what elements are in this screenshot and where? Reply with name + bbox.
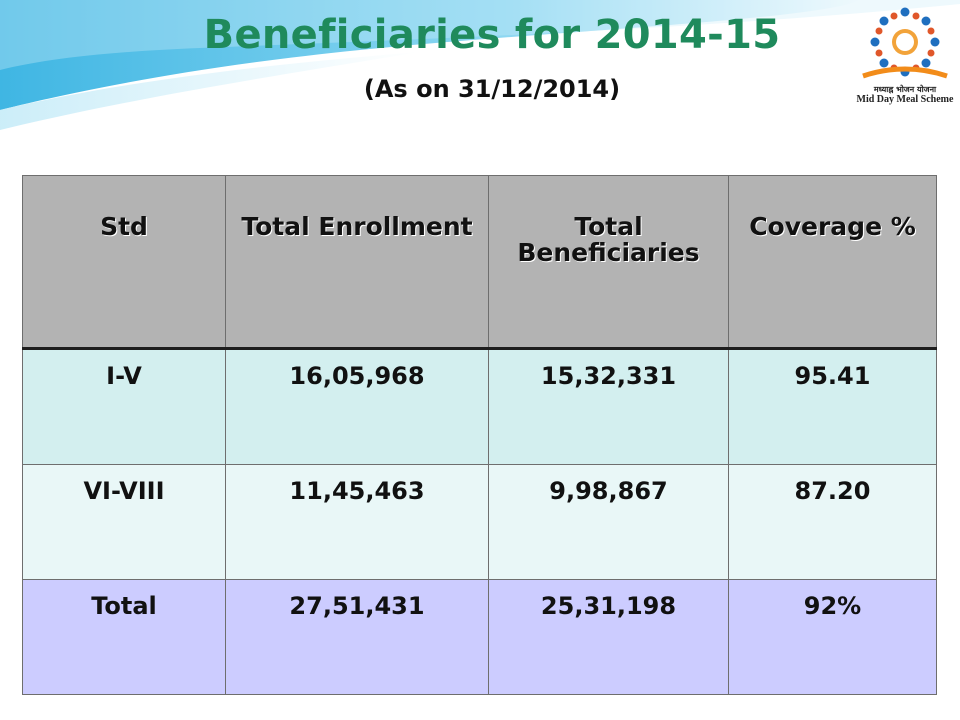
cell-enrollment: 11,45,463 (225, 464, 489, 580)
table-total-row: Total 27,51,431 25,31,198 92% (22, 579, 937, 695)
logo-caption-hindi: मध्याह्न भोजन योजना (873, 85, 937, 94)
beneficiaries-table: Std Total Enrollment Total Beneficiaries… (22, 175, 937, 695)
table-header-row: Std Total Enrollment Total Beneficiaries… (22, 175, 937, 349)
cell-beneficiaries: 25,31,198 (488, 579, 729, 695)
table-row: VI-VIII 11,45,463 9,98,867 87.20 (22, 464, 937, 580)
cell-coverage: 92% (728, 579, 937, 695)
cell-std: I-V (22, 348, 226, 465)
cell-std: Total (22, 579, 226, 695)
cell-std: VI-VIII (22, 464, 226, 580)
header-total-enrollment: Total Enrollment (225, 175, 489, 349)
slide-title: Beneficiaries for 2014-15 (203, 12, 781, 58)
cell-coverage: 95.41 (728, 348, 937, 465)
background-swoosh (0, 0, 960, 130)
table-row: I-V 16,05,968 15,32,331 95.41 (22, 348, 937, 465)
header-std: Std (22, 175, 226, 349)
cell-coverage: 87.20 (728, 464, 937, 580)
header-total-beneficiaries: Total Beneficiaries (488, 175, 729, 349)
cell-enrollment: 27,51,431 (225, 579, 489, 695)
cell-beneficiaries: 9,98,867 (488, 464, 729, 580)
cell-beneficiaries: 15,32,331 (488, 348, 729, 465)
mid-day-meal-logo (862, 7, 948, 79)
logo-caption-english: Mid Day Meal Scheme (856, 94, 954, 105)
cell-enrollment: 16,05,968 (225, 348, 489, 465)
header-coverage: Coverage % (728, 175, 937, 349)
slide-subtitle: (As on 31/12/2014) (363, 75, 621, 103)
